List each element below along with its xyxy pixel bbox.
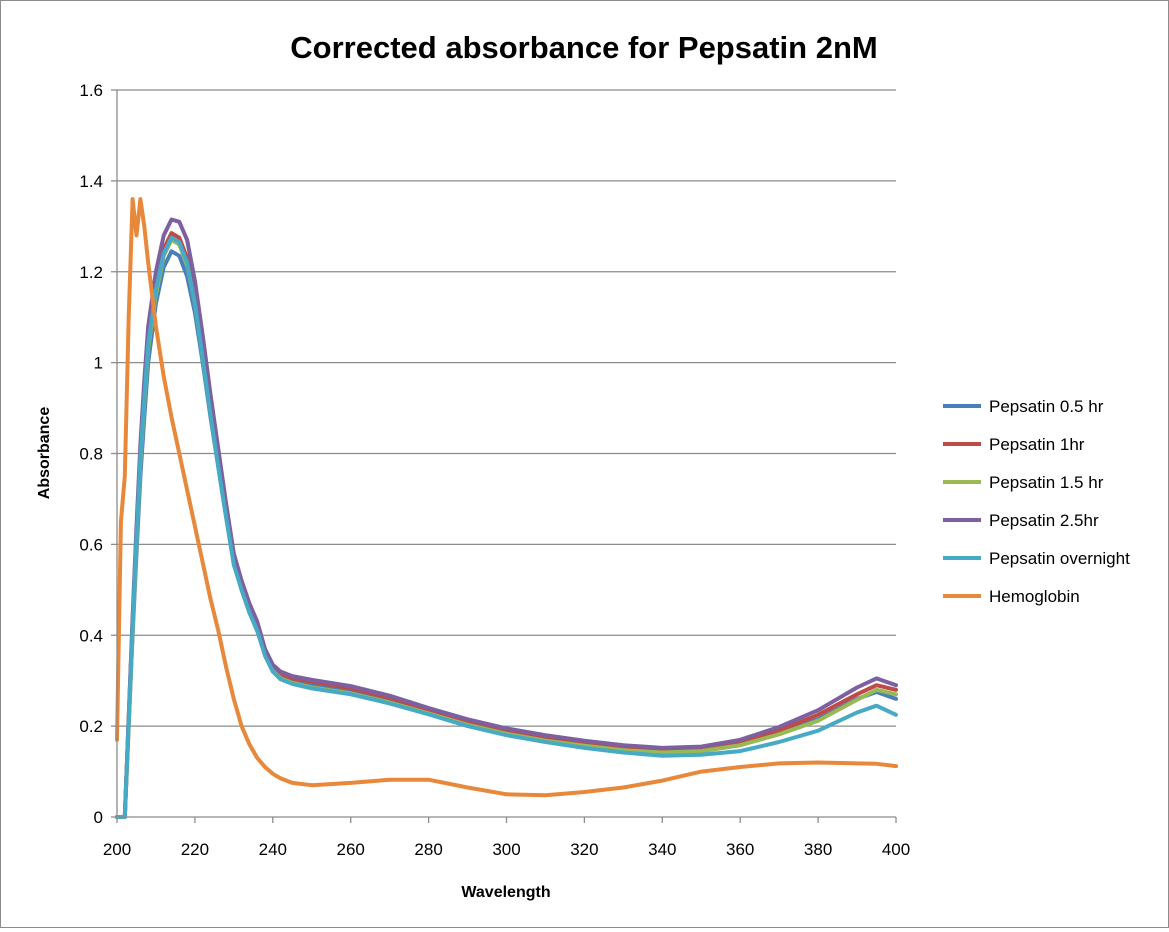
chart-title: Corrected absorbance for Pepsatin 2nM [290,30,877,65]
series-line [115,235,898,819]
x-tick-label: 240 [259,840,287,859]
y-tick-label: 1 [94,354,103,373]
y-tick-label: 0.2 [79,717,103,736]
x-tick-label: 320 [570,840,598,859]
x-tick-label: 360 [726,840,754,859]
y-tick-label: 0 [94,808,103,827]
y-tick-label: 0.4 [79,626,103,645]
x-tick-label: 300 [492,840,520,859]
y-tick-label: 1.2 [79,263,103,282]
x-tick-label: 220 [181,840,209,859]
legend-label: Pepsatin 0.5 hr [989,397,1104,416]
y-tick-label: 1.6 [79,81,103,100]
x-tick-label: 400 [882,840,910,859]
y-tick-label: 0.8 [79,445,103,464]
x-axis-label: Wavelength [461,884,550,901]
y-axis-label: Absorbance [36,407,53,500]
x-tick-label: 200 [103,840,131,859]
x-tick-label: 260 [337,840,365,859]
legend-label: Pepsatin overnight [989,549,1130,568]
y-tick-label: 0.6 [79,535,103,554]
legend-label: Pepsatin 1hr [989,435,1085,454]
series-line [115,217,898,819]
legend-label: Hemoglobin [989,587,1080,606]
y-tick-label: 1.4 [79,172,103,191]
legend-label: Pepsatin 1.5 hr [989,473,1104,492]
legend-label: Pepsatin 2.5hr [989,511,1099,530]
x-tick-label: 340 [648,840,676,859]
x-tick-label: 280 [414,840,442,859]
x-tick-label: 380 [804,840,832,859]
series-line [115,197,898,798]
